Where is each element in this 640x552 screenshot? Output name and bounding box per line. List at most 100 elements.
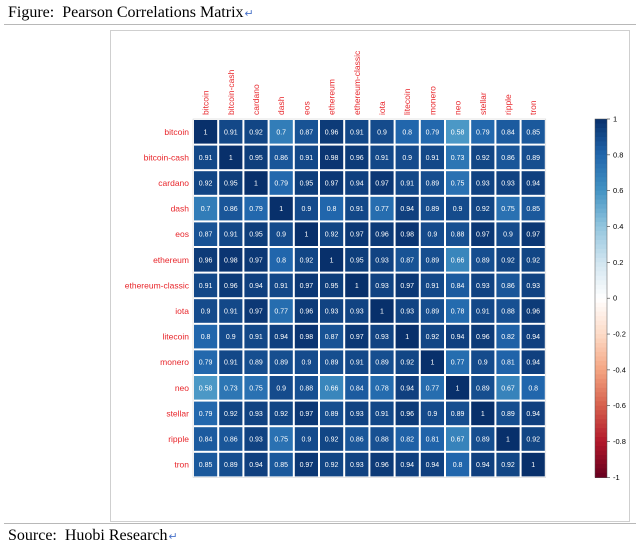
cell-value-label: 0.8 bbox=[201, 334, 211, 341]
heatmap-cell bbox=[395, 222, 419, 246]
cell-value-label: 0.93 bbox=[476, 283, 490, 290]
cell-value-label: 0.87 bbox=[199, 232, 213, 239]
colorbar-segment bbox=[595, 123, 607, 129]
heatmap-cell bbox=[471, 120, 495, 144]
row-label: ethereum bbox=[153, 255, 189, 265]
heatmap-cell bbox=[395, 248, 419, 272]
figure-label: Figure: bbox=[8, 4, 55, 21]
cell-value-label: 0.8 bbox=[327, 206, 337, 213]
heatmap-cell bbox=[420, 171, 444, 195]
heatmap-cell bbox=[294, 120, 318, 144]
column-label: bitcoin bbox=[201, 90, 211, 115]
heatmap-cell bbox=[521, 145, 545, 170]
heatmap-cell bbox=[345, 222, 369, 246]
cell-value-label: 0.93 bbox=[249, 411, 263, 418]
colorbar-segment bbox=[595, 235, 607, 241]
cell-value-label: 0.92 bbox=[526, 437, 540, 444]
cell-value-label: 0.97 bbox=[325, 181, 339, 188]
cell-value-label: 0.91 bbox=[199, 155, 213, 162]
cell-value-label: 0.98 bbox=[400, 232, 414, 239]
cell-value-label: 0.96 bbox=[476, 334, 490, 341]
heatmap-cell bbox=[395, 299, 419, 323]
cell-value-label: 0.92 bbox=[224, 411, 238, 418]
heatmap-cell bbox=[194, 120, 218, 144]
column-label: monero bbox=[427, 86, 437, 115]
colorbar-segment bbox=[595, 186, 607, 192]
cell-value-label: 0.93 bbox=[375, 283, 389, 290]
heatmap-cell bbox=[471, 248, 495, 272]
cell-value-label: 0.9 bbox=[428, 411, 438, 418]
cell-value-label: 1 bbox=[481, 411, 485, 418]
heatmap-cell bbox=[420, 401, 444, 426]
heatmap-cell bbox=[320, 427, 344, 451]
row-label: tron bbox=[174, 460, 189, 470]
cell-value-label: 1 bbox=[204, 129, 208, 136]
heatmap-cell bbox=[446, 427, 470, 451]
row-label: eos bbox=[175, 229, 189, 239]
cell-value-label: 0.81 bbox=[501, 360, 515, 367]
correlation-heatmap: 1 0.91 0.92 0.7 0.87 0.96 0.91 0.9 0.8 0.79 0.58 0.… bbox=[125, 50, 626, 482]
cell-value-label: 0.91 bbox=[300, 155, 314, 162]
cell-value-label: 0.67 bbox=[501, 385, 515, 392]
heatmap-cell bbox=[370, 196, 394, 221]
cell-value-label: 0.97 bbox=[300, 283, 314, 290]
cell-value-label: 0.94 bbox=[274, 334, 288, 341]
cell-value-label: 0.89 bbox=[426, 309, 440, 316]
heatmap-cell bbox=[294, 222, 318, 246]
cell-value-label: 0.89 bbox=[426, 181, 440, 188]
heatmap-cell bbox=[395, 273, 419, 298]
cell-value-label: 0.66 bbox=[325, 385, 339, 392]
colorbar-segment bbox=[595, 226, 607, 232]
heatmap-cell bbox=[244, 427, 268, 451]
column-label: tron bbox=[528, 100, 538, 115]
colorbar-segment bbox=[595, 204, 607, 210]
heatmap-cell bbox=[244, 299, 268, 323]
colorbar-tick-label: 1 bbox=[613, 115, 617, 124]
heatmap-cell bbox=[420, 222, 444, 246]
colorbar-segment bbox=[595, 199, 607, 205]
heatmap-cell bbox=[320, 299, 344, 323]
colorbar-segment bbox=[595, 311, 607, 317]
cell-value-label: 0.9 bbox=[226, 334, 236, 341]
cell-value-label: 0.94 bbox=[526, 411, 540, 418]
colorbar-segment bbox=[595, 119, 607, 125]
heatmap-cell bbox=[521, 350, 545, 374]
colorbar-segment bbox=[595, 159, 607, 165]
heatmap-cell bbox=[370, 401, 394, 426]
cell-value-label: 0.95 bbox=[249, 232, 263, 239]
colorbar-segment bbox=[595, 401, 607, 407]
cell-value-label: 0.82 bbox=[400, 437, 414, 444]
heatmap-cell bbox=[194, 401, 218, 426]
heatmap-cell bbox=[395, 452, 419, 477]
heatmap-cell bbox=[269, 350, 293, 374]
colorbar-segment bbox=[595, 446, 607, 452]
cell-value-label: 0.92 bbox=[300, 257, 314, 264]
heatmap-cell bbox=[521, 273, 545, 298]
cell-value-label: 0.89 bbox=[426, 257, 440, 264]
heatmap-cell bbox=[395, 427, 419, 451]
heatmap-cell bbox=[521, 120, 545, 144]
cell-value-label: 0.91 bbox=[375, 411, 389, 418]
cell-value-label: 0.92 bbox=[400, 360, 414, 367]
heatmap-cell bbox=[269, 273, 293, 298]
heatmap-cell bbox=[320, 248, 344, 272]
cell-value-label: 0.94 bbox=[526, 360, 540, 367]
cell-value-label: 0.94 bbox=[249, 462, 263, 469]
cell-value-label: 0.94 bbox=[526, 334, 540, 341]
colorbar-segment bbox=[595, 383, 607, 389]
colorbar-segment bbox=[595, 253, 607, 259]
cell-value-label: 0.77 bbox=[274, 309, 288, 316]
colorbar-tick-label: -1 bbox=[613, 473, 620, 482]
colorbar-segment bbox=[595, 338, 607, 344]
cell-value-label: 0.94 bbox=[451, 334, 465, 341]
cell-value-label: 1 bbox=[380, 309, 384, 316]
cell-value-label: 0.79 bbox=[249, 206, 263, 213]
heatmap-cell bbox=[320, 273, 344, 298]
row-label: bitcoin bbox=[164, 127, 189, 137]
heatmap-cell bbox=[471, 324, 495, 349]
heatmap-cell bbox=[294, 273, 318, 298]
row-label: dash bbox=[171, 204, 190, 214]
heatmap-cell bbox=[320, 222, 344, 246]
cell-value-label: 0.93 bbox=[350, 309, 364, 316]
colorbar-segment bbox=[595, 302, 607, 308]
